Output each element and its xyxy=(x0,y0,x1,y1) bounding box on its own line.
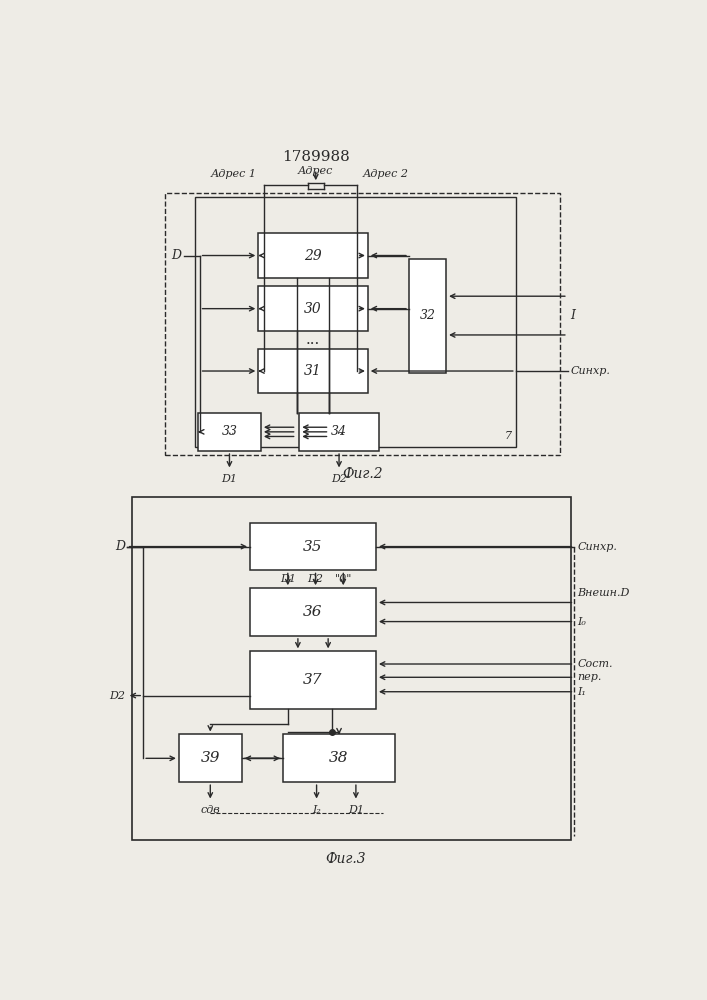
Bar xyxy=(258,349,368,393)
Bar xyxy=(258,233,368,278)
Text: D2: D2 xyxy=(308,574,324,584)
Bar xyxy=(283,734,395,782)
Text: D: D xyxy=(172,249,182,262)
Text: 31: 31 xyxy=(304,364,322,378)
Text: сдв: сдв xyxy=(200,805,220,815)
Bar xyxy=(198,413,261,451)
Text: D1: D1 xyxy=(280,574,296,584)
Text: Фиг.3: Фиг.3 xyxy=(326,852,366,866)
Text: Синхр.: Синхр. xyxy=(577,542,617,552)
Text: 30: 30 xyxy=(304,302,322,316)
Text: I₀: I₀ xyxy=(577,617,586,627)
Text: Адрес 1: Адрес 1 xyxy=(211,169,257,179)
Text: 34: 34 xyxy=(331,425,347,438)
Text: Сост.: Сост. xyxy=(577,659,613,669)
Text: Синхр.: Синхр. xyxy=(571,366,610,376)
Text: пер.: пер. xyxy=(577,672,602,682)
Text: 39: 39 xyxy=(201,751,220,765)
Bar xyxy=(195,197,516,447)
Text: D: D xyxy=(116,540,126,553)
Text: ...: ... xyxy=(306,333,320,347)
Bar xyxy=(165,193,560,455)
Bar xyxy=(299,413,379,451)
Text: Фиг.2: Фиг.2 xyxy=(342,467,382,481)
Text: I₁: I₁ xyxy=(577,687,586,697)
Text: "0": "0" xyxy=(334,574,352,584)
Text: 1789988: 1789988 xyxy=(282,150,350,164)
Text: 37: 37 xyxy=(303,673,323,687)
Bar xyxy=(179,734,242,782)
Bar xyxy=(250,651,376,709)
Text: Адрес 2: Адрес 2 xyxy=(363,169,409,179)
Text: 33: 33 xyxy=(221,425,238,438)
Text: 35: 35 xyxy=(303,540,323,554)
Text: D1: D1 xyxy=(221,474,238,484)
Text: Адрес: Адрес xyxy=(298,166,334,176)
Text: Внешн.D: Внешн.D xyxy=(577,588,629,598)
Text: 32: 32 xyxy=(419,309,436,322)
Bar xyxy=(258,286,368,331)
Text: D2: D2 xyxy=(331,474,347,484)
Bar xyxy=(250,523,376,570)
Text: D2: D2 xyxy=(110,691,126,701)
Text: I: I xyxy=(571,309,575,322)
Bar xyxy=(409,259,446,373)
Text: 36: 36 xyxy=(303,605,323,619)
Text: ...: ... xyxy=(334,427,344,436)
Text: D1: D1 xyxy=(348,805,364,815)
Text: 7: 7 xyxy=(504,431,511,441)
Text: 38: 38 xyxy=(329,751,349,765)
Text: I₂: I₂ xyxy=(312,805,321,815)
Bar xyxy=(132,497,571,840)
Bar xyxy=(250,588,376,636)
Text: ...: ... xyxy=(225,427,234,436)
Text: 29: 29 xyxy=(304,249,322,263)
